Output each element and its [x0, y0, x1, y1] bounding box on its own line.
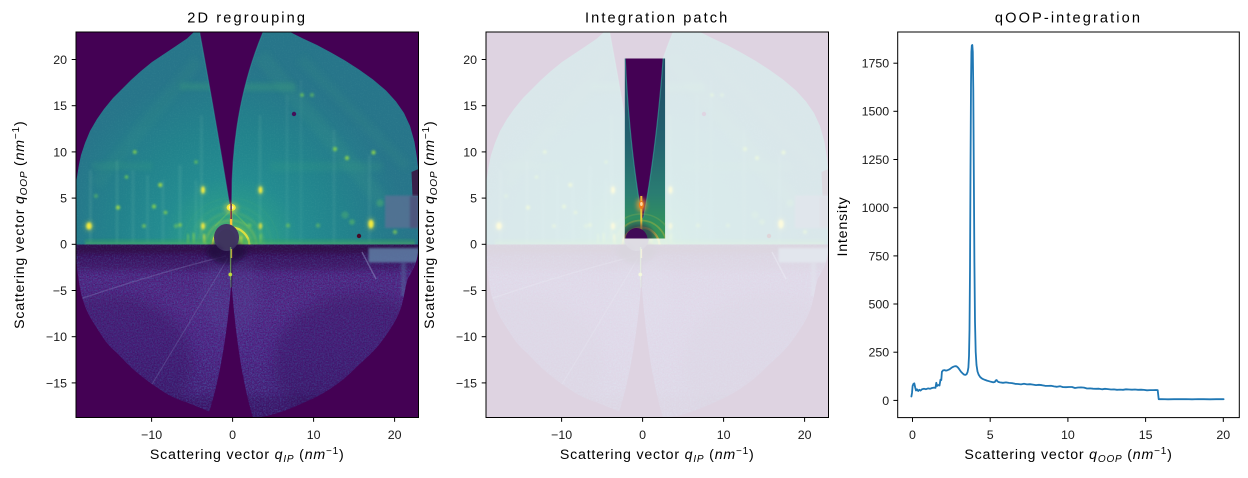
svg-text:1250: 1250	[862, 153, 890, 167]
svg-text:10: 10	[53, 145, 67, 159]
svg-text:20: 20	[463, 53, 477, 67]
svg-text:15: 15	[1139, 428, 1153, 442]
svg-text:Scattering vector qOOP (nm−1): Scattering vector qOOP (nm−1)	[421, 121, 440, 329]
svg-text:0: 0	[639, 428, 646, 442]
svg-text:15: 15	[463, 99, 477, 113]
svg-text:−15: −15	[456, 376, 477, 390]
svg-text:2D regrouping: 2D regrouping	[187, 11, 307, 27]
svg-text:15: 15	[53, 99, 67, 113]
svg-text:Scattering vector qOOP (nm−1): Scattering vector qOOP (nm−1)	[964, 446, 1172, 465]
svg-text:−10: −10	[46, 330, 67, 344]
svg-text:20: 20	[53, 53, 67, 67]
svg-text:10: 10	[463, 145, 477, 159]
svg-text:0: 0	[470, 238, 477, 252]
svg-text:Scattering vector qOOP (nm−1): Scattering vector qOOP (nm−1)	[11, 121, 30, 329]
svg-text:Intensity: Intensity	[835, 196, 851, 256]
svg-text:−15: −15	[46, 376, 67, 390]
svg-text:5: 5	[60, 192, 67, 206]
svg-text:0: 0	[229, 428, 236, 442]
svg-text:0: 0	[60, 238, 67, 252]
svg-text:750: 750	[869, 249, 890, 263]
svg-text:250: 250	[869, 346, 890, 360]
svg-text:−5: −5	[53, 284, 67, 298]
svg-text:1500: 1500	[862, 105, 890, 119]
svg-text:500: 500	[869, 297, 890, 311]
svg-text:−10: −10	[551, 428, 572, 442]
svg-text:10: 10	[307, 428, 321, 442]
svg-text:0: 0	[909, 428, 916, 442]
svg-text:qOOP-integration: qOOP-integration	[995, 11, 1142, 27]
svg-text:10: 10	[1061, 428, 1075, 442]
svg-text:Integration patch: Integration patch	[585, 11, 729, 27]
svg-text:−10: −10	[141, 428, 162, 442]
svg-text:20: 20	[388, 428, 402, 442]
svg-text:−10: −10	[456, 330, 477, 344]
svg-text:Scattering vector qIP (nm−1): Scattering vector qIP (nm−1)	[150, 446, 345, 465]
svg-text:1000: 1000	[862, 201, 890, 215]
svg-text:10: 10	[717, 428, 731, 442]
svg-text:20: 20	[798, 428, 812, 442]
svg-text:5: 5	[470, 192, 477, 206]
svg-text:5: 5	[987, 428, 994, 442]
svg-text:0: 0	[882, 394, 889, 408]
svg-text:20: 20	[1216, 428, 1230, 442]
svg-text:1750: 1750	[862, 57, 890, 71]
svg-text:Scattering vector qIP (nm−1): Scattering vector qIP (nm−1)	[560, 446, 755, 465]
svg-text:−5: −5	[463, 284, 477, 298]
